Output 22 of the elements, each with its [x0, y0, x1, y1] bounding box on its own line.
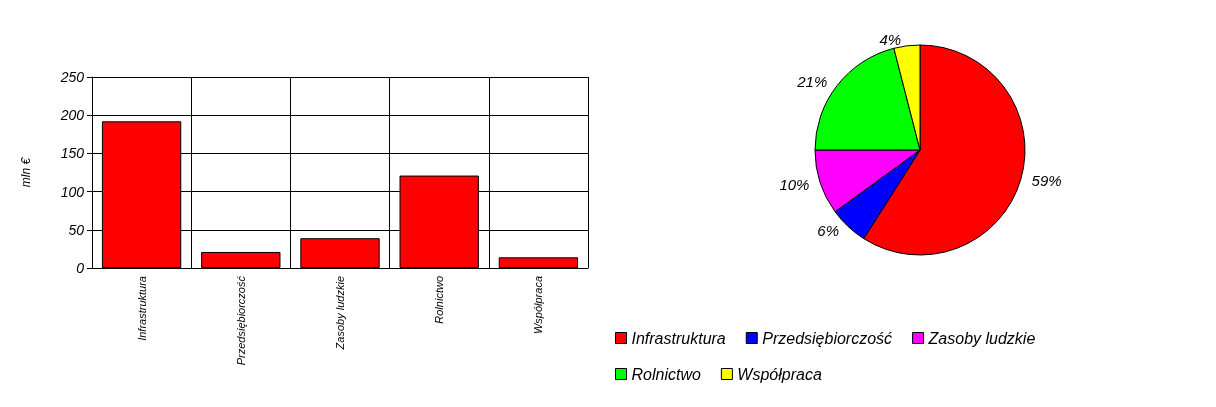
y-tick-label: 50	[68, 221, 85, 238]
y-tick-label: 100	[60, 183, 85, 200]
data-label: 59%	[1031, 172, 1062, 190]
data-label: 10%	[779, 175, 810, 193]
bar	[201, 251, 281, 268]
y-tick-label: 150	[60, 145, 85, 162]
x-tick-label: Współpraca	[532, 276, 545, 335]
legend-label: Rolnictwo	[631, 365, 701, 383]
data-label: 21%	[796, 73, 828, 91]
data-label: 6%	[817, 222, 840, 240]
x-tick-label: Rolnictwo	[433, 276, 446, 324]
y-tick-label: 200	[59, 107, 85, 124]
x-tick-label: Infrastruktura	[135, 276, 148, 341]
y-axis-title: mln €	[19, 156, 33, 188]
data-label: 4%	[879, 31, 902, 49]
x-tick-label: Przedsiębiorczość	[234, 275, 247, 366]
bar	[498, 257, 579, 268]
y-tick-label: 250	[59, 69, 85, 85]
y-tick-label: 0	[76, 260, 85, 276]
bar	[300, 238, 380, 268]
legend-label: Współpraca	[737, 365, 822, 383]
x-tick-label: Zasoby ludzkie	[334, 276, 346, 351]
